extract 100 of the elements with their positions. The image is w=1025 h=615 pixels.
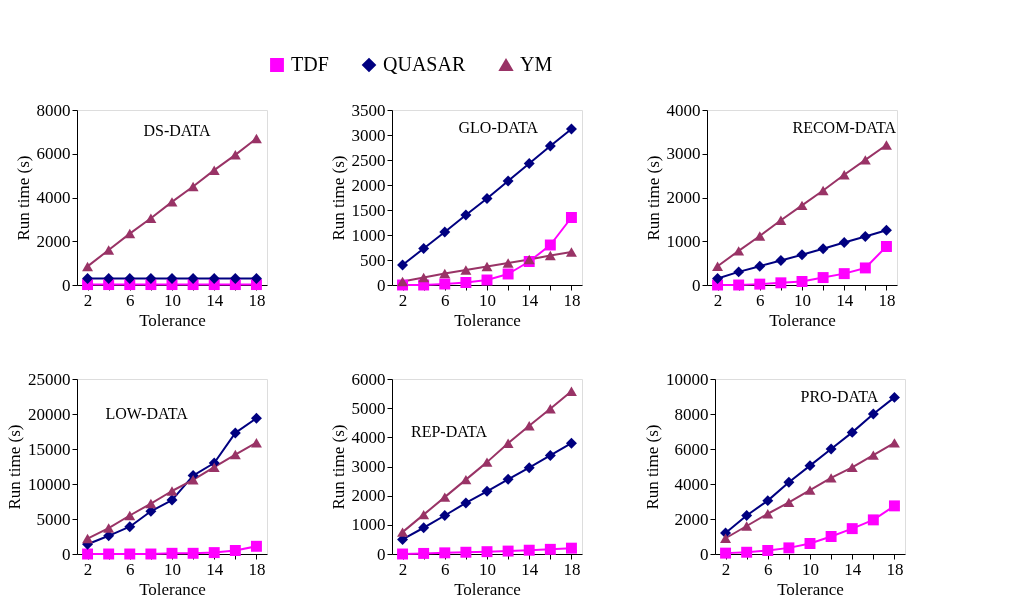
point <box>166 197 178 207</box>
point <box>846 462 858 473</box>
legend-label: QUASAR <box>383 53 466 75</box>
point <box>762 509 774 519</box>
y-tick-label: 3500 <box>351 100 386 120</box>
point <box>825 473 837 483</box>
point <box>166 547 178 559</box>
x-tick-label: 14 <box>521 559 539 579</box>
point <box>880 241 892 252</box>
x-axis-title: Tolerance <box>777 579 844 599</box>
point <box>82 533 94 544</box>
x-tick-label: 2 <box>83 559 93 579</box>
point <box>733 279 745 291</box>
point <box>124 521 136 533</box>
x-tick-label: 18 <box>563 290 581 310</box>
point <box>82 261 94 272</box>
y-tick-label: 2000 <box>674 509 709 529</box>
y-tick-label: 0 <box>62 275 71 295</box>
point <box>481 261 493 272</box>
x-tick-label: 6 <box>441 559 450 579</box>
point <box>825 531 837 542</box>
text: GLO-DATA <box>458 118 539 136</box>
point <box>208 462 220 472</box>
text: REP-DATA <box>411 422 488 440</box>
point <box>439 226 451 238</box>
point <box>502 175 514 187</box>
point <box>796 249 808 261</box>
y-tick-label: 15000 <box>28 439 71 459</box>
x-tick-label: 2 <box>721 559 731 579</box>
y-tick-label: 6000 <box>36 144 71 164</box>
point <box>103 548 115 560</box>
y-tick-label: 5000 <box>36 509 71 529</box>
point <box>460 497 472 509</box>
point <box>103 245 115 255</box>
x-tick-label: 6 <box>126 290 135 310</box>
x-tick-label: 10 <box>164 290 181 310</box>
y-tick-label: 3000 <box>351 125 386 145</box>
point <box>397 276 409 287</box>
point <box>250 133 262 144</box>
point <box>166 272 178 284</box>
point <box>460 209 472 221</box>
point <box>544 404 556 414</box>
point <box>187 181 199 192</box>
point <box>418 522 430 534</box>
point <box>82 272 94 284</box>
y-tick-label: 2000 <box>666 188 701 207</box>
legend-label: TDF <box>291 53 329 75</box>
point <box>124 510 136 521</box>
point <box>565 437 577 449</box>
point <box>565 542 577 554</box>
point <box>229 427 241 439</box>
point <box>544 140 556 152</box>
point <box>502 268 514 280</box>
y-tick-label: 2000 <box>351 175 386 195</box>
point <box>250 540 262 552</box>
point <box>741 521 753 531</box>
y-tick-label: 4000 <box>666 100 701 120</box>
point <box>523 544 535 556</box>
point <box>741 510 753 521</box>
point <box>481 546 493 558</box>
point <box>888 391 900 403</box>
point <box>846 426 858 438</box>
point <box>817 243 829 255</box>
point <box>733 246 745 256</box>
x-tick-label: 10 <box>479 290 496 310</box>
y-tick-label: 0 <box>377 275 386 295</box>
point <box>775 277 787 289</box>
y-tick-label: 25000 <box>28 369 71 389</box>
point <box>187 547 199 559</box>
y-tick-label: 6000 <box>351 369 386 389</box>
point <box>229 449 241 460</box>
x-tick-label: 2 <box>398 559 408 579</box>
point <box>229 272 241 284</box>
y-tick-label: 3000 <box>351 457 386 476</box>
point <box>145 272 157 284</box>
x-tick-label: 10 <box>794 290 811 310</box>
point <box>817 185 829 196</box>
point <box>187 272 199 284</box>
point <box>460 277 472 288</box>
point <box>544 239 556 251</box>
x-tick-label: 2 <box>83 290 93 310</box>
x-tick-label: 18 <box>248 290 266 310</box>
point <box>502 258 514 268</box>
point <box>250 412 262 424</box>
point <box>880 140 892 150</box>
point <box>720 547 732 559</box>
point <box>762 545 774 556</box>
y-tick-label: 10000 <box>666 369 709 389</box>
point <box>166 486 178 496</box>
point <box>208 165 220 175</box>
point <box>523 462 535 474</box>
point <box>439 278 451 290</box>
x-tick-label: 18 <box>248 559 266 579</box>
point <box>804 538 816 549</box>
point <box>804 485 816 495</box>
point <box>187 475 199 485</box>
point <box>460 546 472 558</box>
point <box>825 443 837 455</box>
x-tick-label: 18 <box>563 559 581 579</box>
x-tick-label: 14 <box>206 559 224 579</box>
